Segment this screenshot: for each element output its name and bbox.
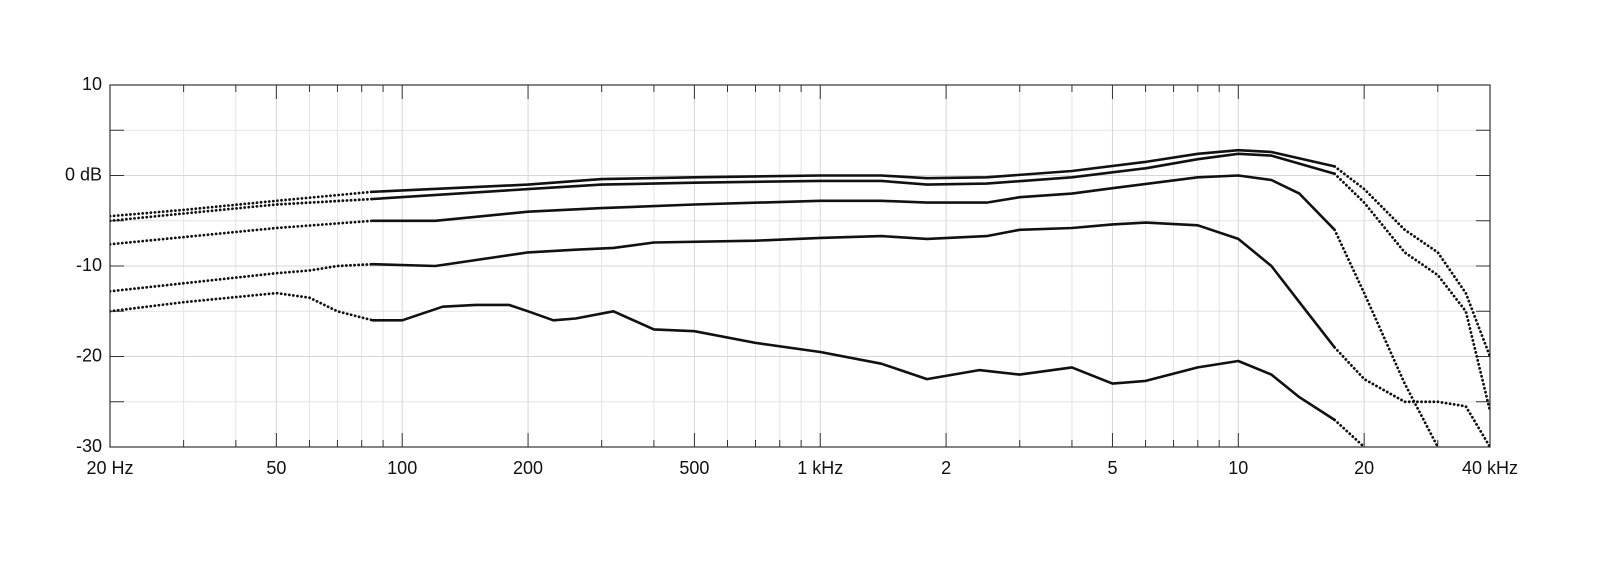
x-tick-label: 40 kHz — [1462, 458, 1518, 478]
y-tick-label: 10 — [82, 74, 102, 94]
response-curve — [371, 174, 1336, 232]
response-curve — [110, 172, 1490, 413]
response-curve — [371, 148, 1336, 194]
response-curve — [371, 152, 1336, 201]
response-curve — [110, 262, 1490, 447]
plot-frame — [109, 84, 1491, 448]
response-curve — [371, 221, 1336, 349]
y-tick-label: 0 dB — [65, 164, 102, 184]
x-tick-label: 100 — [387, 458, 417, 478]
y-tick-label: -20 — [76, 345, 102, 365]
response-curve — [371, 303, 1336, 422]
response-curve — [110, 291, 1366, 447]
y-tick-label: -10 — [76, 255, 102, 275]
response-curve — [110, 165, 1490, 358]
x-tick-label: 2 — [941, 458, 951, 478]
response-curve — [110, 219, 1440, 447]
x-tick-label: 5 — [1107, 458, 1117, 478]
x-tick-label: 20 Hz — [86, 458, 133, 478]
x-tick-label: 10 — [1228, 458, 1248, 478]
x-tick-label: 50 — [266, 458, 286, 478]
y-tick-label: -30 — [76, 436, 102, 456]
x-tick-label: 20 — [1354, 458, 1374, 478]
x-tick-label: 1 kHz — [797, 458, 843, 478]
x-tick-label: 200 — [513, 458, 543, 478]
x-tick-label: 500 — [679, 458, 709, 478]
